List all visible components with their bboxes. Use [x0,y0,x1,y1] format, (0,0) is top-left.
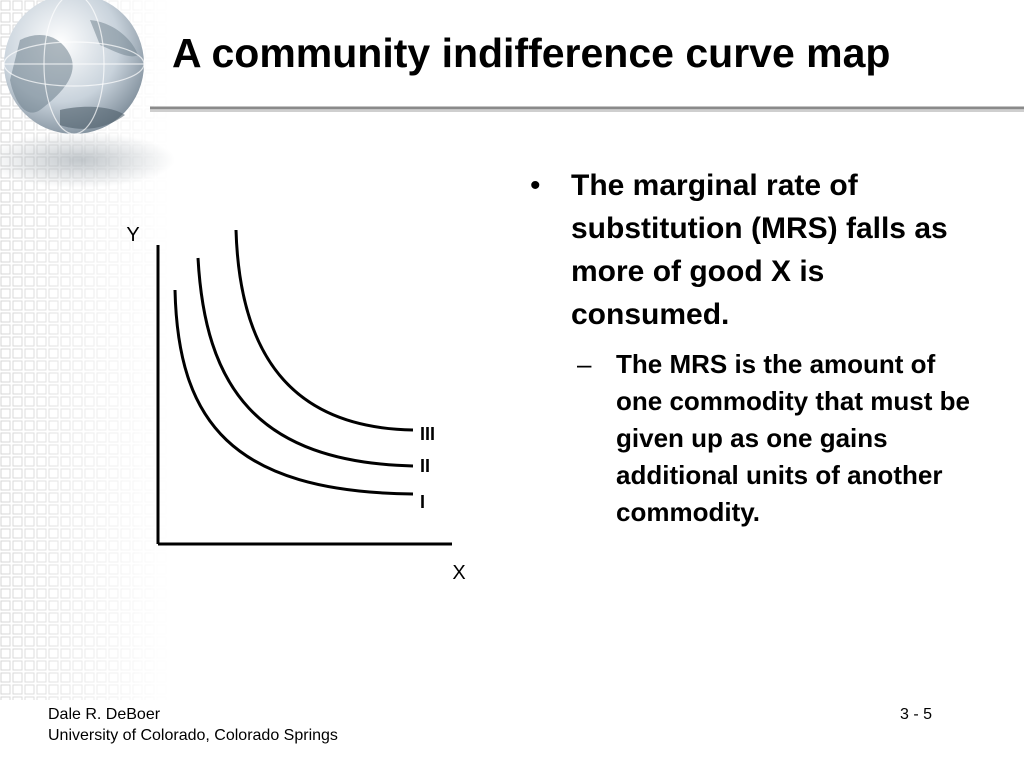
footer-page-number: 3 - 5 [900,706,933,723]
y-axis-label: Y [126,224,139,246]
globe-icon [0,0,175,188]
footer-author: Dale R. DeBoer [48,706,161,723]
indifference-curve-ii [196,257,414,468]
slide-title: A community indifference curve map [172,30,891,76]
curve-label-iii: III [420,424,435,444]
bullet-list: • The marginal rate of substitution (MRS… [530,164,1000,531]
indifference-curve-i [173,289,414,496]
sub-bullet-text: The MRS is the amount of one commodity t… [616,349,970,527]
footer-institution: University of Colorado, Colorado Springs [48,727,338,744]
curve-label-ii: II [420,456,430,476]
bullet-marker: • [530,169,541,202]
bullet-text: The marginal rate of substitution (MRS) … [571,169,948,331]
sub-bullet-marker: – [577,349,592,379]
curve-label-i: I [420,492,425,512]
x-axis-label: X [452,562,465,584]
bullet-item: • The marginal rate of substitution (MRS… [530,164,1000,336]
indifference-curve-iii [234,229,414,432]
sub-bullet-item: – The MRS is the amount of one commodity… [577,346,1000,531]
